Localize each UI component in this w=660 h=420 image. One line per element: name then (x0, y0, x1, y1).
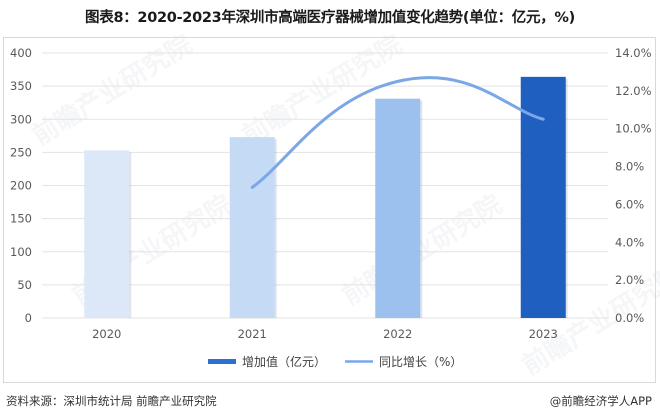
left-tick-label: 150 (10, 212, 32, 226)
right-tick-label: 0.0% (615, 311, 644, 325)
bar-series (84, 76, 568, 319)
left-tick-label: 200 (10, 179, 32, 193)
left-tick-label: 0 (25, 311, 32, 325)
right-axis: 0.0% 2.0% 4.0% 6.0% 8.0% 10.0% 12.0% 14.0% (615, 46, 652, 325)
legend: 增加值（亿元） 同比增长（%） (208, 354, 462, 369)
credit-note: @前瞻经济学人APP (549, 394, 652, 408)
bar-2023 (520, 76, 566, 318)
right-tick-label: 4.0% (615, 235, 644, 249)
source-note: 资料来源：深圳市统计局 前瞻产业研究院 (6, 394, 217, 408)
right-tick-label: 2.0% (615, 273, 644, 287)
right-tick-label: 6.0% (615, 197, 644, 211)
chart-title: 图表8：2020-2023年深圳市高端医疗器械增加值变化趋势(单位：亿元，%) (85, 10, 575, 26)
bar-2020 (84, 150, 130, 318)
growth-line (250, 76, 545, 189)
left-tick-label: 50 (17, 278, 32, 292)
left-tick-label: 400 (10, 46, 32, 60)
legend-line-label: 同比增长（%） (379, 355, 462, 369)
x-tick-label: 2023 (529, 327, 558, 341)
x-tick-label: 2021 (238, 327, 267, 341)
left-tick-label: 100 (10, 245, 32, 259)
bar-2022 (375, 98, 421, 319)
right-tick-label: 8.0% (615, 160, 644, 174)
gridlines (42, 52, 608, 319)
right-tick-label: 12.0% (615, 84, 652, 98)
left-tick-label: 300 (10, 112, 32, 126)
legend-bar-label: 增加值（亿元） (242, 354, 326, 369)
bar-2021 (229, 137, 275, 318)
left-tick-label: 350 (10, 79, 32, 93)
left-tick-label: 250 (10, 145, 32, 159)
x-tick-label: 2022 (383, 327, 412, 341)
chart-frame (3, 37, 656, 383)
left-axis: 0 50 100 150 200 250 300 350 400 (10, 46, 32, 325)
x-tick-label: 2020 (92, 327, 121, 341)
right-tick-label: 14.0% (615, 46, 652, 60)
x-axis: 2020 2021 2022 2023 (92, 327, 558, 341)
legend-bar-swatch (208, 359, 236, 364)
right-tick-label: 10.0% (615, 122, 652, 136)
